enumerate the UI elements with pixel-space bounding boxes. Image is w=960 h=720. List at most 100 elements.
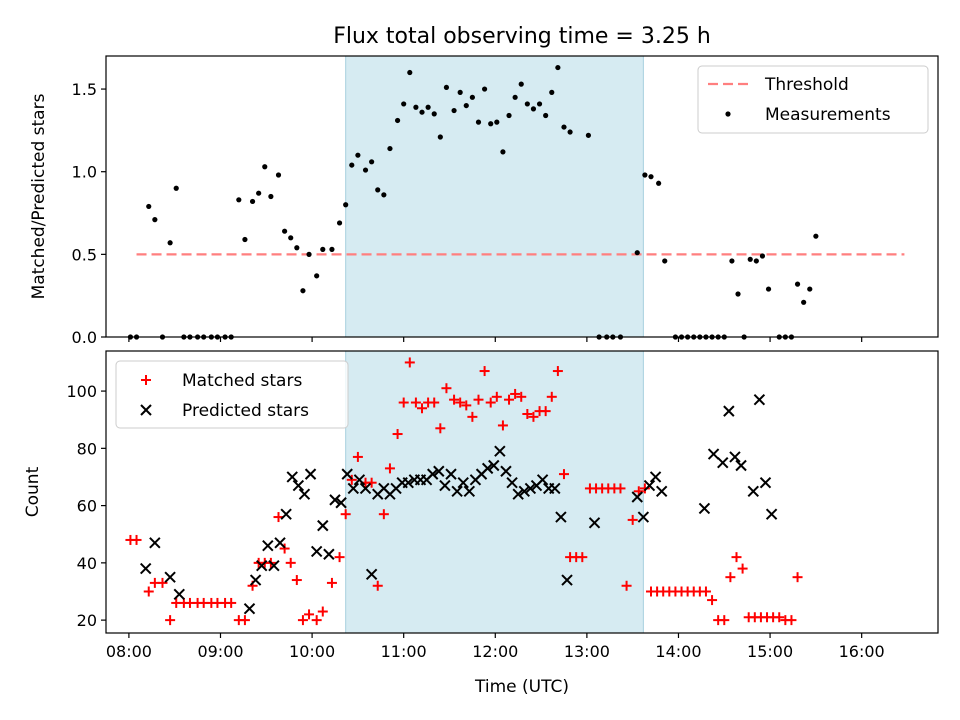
time-x-ticks: 08:00 09:00 10:00 11:00 12:00 13:00 14:00 15:00…: [106, 633, 885, 661]
measurement-point: [425, 104, 431, 110]
marker-stroke: [173, 588, 185, 601]
matched-star-point: [352, 451, 363, 462]
predicted-star-point: [765, 508, 778, 520]
measurement-point: [407, 69, 413, 76]
measurement-point: [275, 172, 282, 178]
marker-stroke: [555, 511, 567, 523]
predicted-star-point: [359, 482, 372, 495]
y-tick-label: 40: [77, 554, 97, 573]
matched-star-point: [384, 463, 395, 474]
marker-stroke: [735, 459, 747, 472]
matched-star-point: [273, 512, 284, 523]
legend-measurements-swatch: [725, 111, 731, 117]
matched-star-point: [346, 474, 357, 485]
predicted-star-point: [451, 485, 463, 497]
matched-star-point: [404, 357, 415, 368]
measurement-point: [320, 246, 326, 252]
measurement-point: [735, 291, 741, 297]
measurement-point: [567, 129, 573, 135]
marker-stroke: [723, 405, 735, 417]
marker-stroke: [753, 393, 766, 406]
matched-star-point: [239, 615, 250, 626]
marker-stroke: [140, 404, 152, 416]
matched-star-point: [731, 552, 742, 563]
predicted-star-point: [262, 539, 274, 552]
predicted-star-point: [256, 560, 268, 572]
measurement-point: [268, 193, 274, 200]
marker-stroke: [494, 445, 506, 457]
predicted-star-point: [286, 471, 298, 483]
matched-star-point: [398, 397, 409, 408]
measurement-point: [813, 233, 819, 239]
marker-stroke: [439, 479, 451, 492]
matched-star-point: [516, 391, 527, 402]
marker-stroke: [426, 468, 439, 480]
measurement-point: [249, 198, 256, 205]
predicted-star-point: [717, 456, 729, 469]
marker-stroke: [655, 485, 668, 497]
count-panel-frame: [105, 350, 939, 634]
measurement-point: [807, 286, 813, 292]
measurement-point: [394, 117, 401, 124]
x-tick-label: 10:00: [289, 642, 335, 661]
matched-star-point: [378, 509, 389, 520]
marker-stroke: [139, 562, 152, 575]
matched-star-point: [639, 483, 650, 494]
marker-stroke: [433, 465, 445, 477]
measurement-point: [648, 174, 654, 180]
measurement-point: [282, 228, 288, 234]
legend-matched-swatch: [141, 375, 151, 385]
count-panel: 20 40 60 80 100 08:00 09:00 10:00 11:00 12:00 13:…: [23, 350, 939, 697]
predicted-star-point: [243, 602, 256, 615]
count-y-ticks: 20 40 60 80 100: [66, 382, 106, 630]
marker-stroke: [631, 491, 643, 503]
marker-stroke: [445, 468, 457, 480]
marker-stroke: [512, 488, 524, 500]
measurement-point: [381, 192, 387, 198]
y-tick-label: 20: [77, 611, 97, 630]
measurement-point: [437, 134, 443, 140]
y-tick-label: 0.5: [72, 245, 97, 264]
x-tick-label: 15:00: [747, 642, 793, 661]
marker-stroke: [481, 462, 494, 475]
predicted-star-point: [173, 588, 185, 601]
predicted-star-point: [329, 494, 341, 506]
matched-star-point: [165, 615, 176, 626]
matched-star-point: [366, 477, 377, 488]
marker-stroke: [286, 471, 298, 483]
predicted-star-point: [747, 485, 759, 497]
marker-stroke: [500, 465, 512, 477]
measurement-point: [585, 132, 592, 138]
marker-stroke: [765, 508, 778, 520]
marker-stroke: [243, 602, 256, 615]
predicted-star-point: [341, 468, 353, 480]
marker-stroke: [262, 539, 274, 552]
marker-stroke: [698, 502, 711, 515]
measurement-point: [369, 159, 375, 165]
x-tick-label: 11:00: [381, 642, 427, 661]
x-tick-label: 16:00: [839, 642, 885, 661]
marker-stroke: [347, 482, 360, 495]
marker-stroke: [310, 545, 323, 558]
predicted-star-point: [536, 474, 549, 486]
predicted-star-point: [292, 479, 305, 492]
marker-stroke: [524, 482, 537, 495]
measurement-point: [469, 94, 475, 100]
measurement-point: [300, 288, 306, 294]
matched-star-point: [473, 394, 484, 405]
matched-star-point: [491, 391, 502, 402]
x-tick-label: 14:00: [655, 642, 701, 661]
legend-threshold-label: Threshold: [764, 75, 849, 95]
matched-star-point: [615, 483, 626, 494]
legend-measurements-label: Measurements: [765, 105, 891, 125]
matched-star-point: [455, 397, 466, 408]
measurement-point: [173, 185, 179, 191]
matched-star-point: [429, 397, 440, 408]
measurement-point: [642, 172, 648, 178]
marker-stroke: [457, 476, 469, 489]
measurement-point: [314, 273, 320, 279]
matched-star-point: [291, 575, 302, 586]
measurement-point: [475, 119, 482, 125]
measurement-point: [336, 220, 343, 226]
measurement-point: [494, 119, 500, 125]
